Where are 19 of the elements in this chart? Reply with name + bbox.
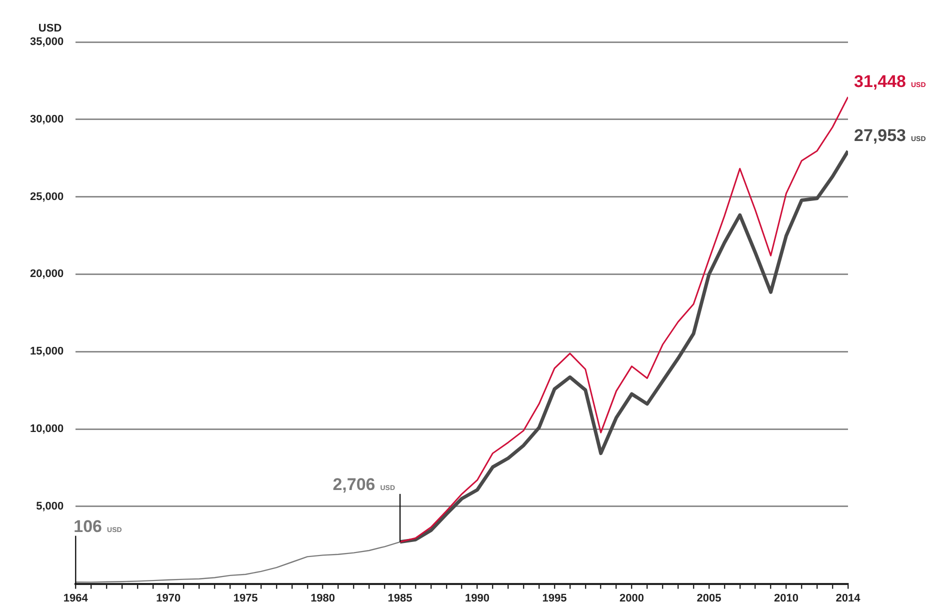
- x-tick-label: 1995: [542, 592, 567, 604]
- x-tick-label: 2010: [774, 592, 798, 604]
- x-tick-label: 2005: [696, 592, 722, 604]
- y-tick-label: 20,000: [30, 268, 64, 280]
- y-tick-label: 15,000: [30, 346, 64, 358]
- x-tick-label: 1990: [465, 592, 490, 604]
- x-tick-label: 1985: [388, 592, 412, 604]
- y-tick-label: 10,000: [30, 423, 64, 436]
- x-tick-label: 1970: [156, 592, 181, 604]
- x-tick-label: 2014: [836, 592, 862, 604]
- x-tick-label: 1964: [63, 592, 89, 604]
- x-tick-label: 1980: [310, 592, 336, 604]
- y-axis-title: USD: [38, 22, 62, 35]
- y-tick-label: 35,000: [30, 36, 64, 48]
- y-tick-label: 5,000: [36, 500, 64, 512]
- x-tick-label: 2000: [620, 592, 644, 604]
- y-tick-label: 25,000: [30, 190, 64, 203]
- y-tick-label: 30,000: [30, 113, 64, 126]
- x-tick-label: 1975: [233, 592, 258, 604]
